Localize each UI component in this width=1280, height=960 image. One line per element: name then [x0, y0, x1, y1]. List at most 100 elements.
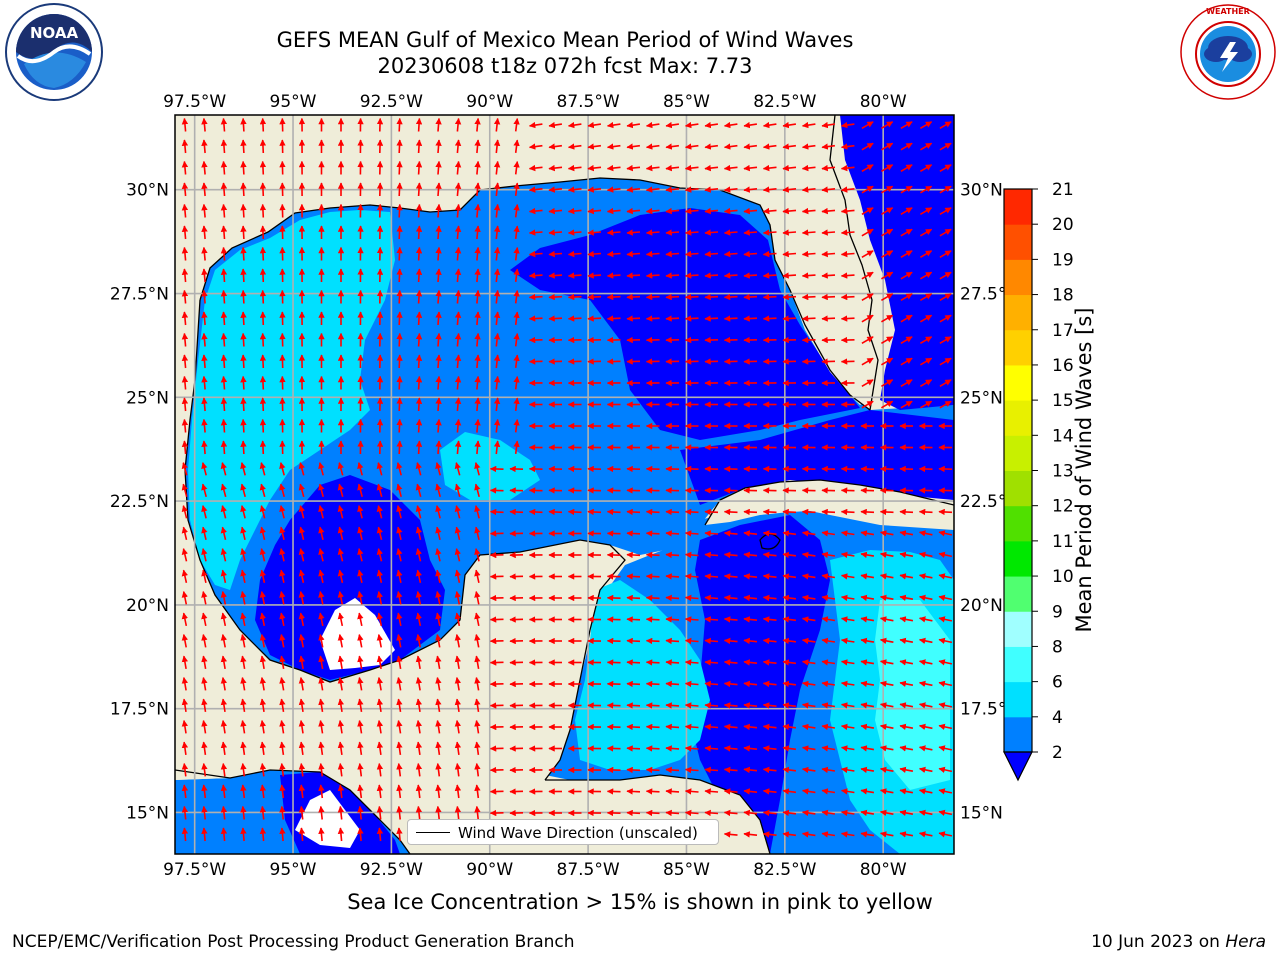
wind-arrow-531 [474, 569, 481, 583]
wind-arrow-500 [454, 633, 462, 648]
wind-arrow-1145 [821, 616, 836, 623]
lon-tick-top-2: 92.5°W [360, 92, 423, 112]
wind-arrow-1122 [821, 121, 836, 129]
wind-arrow-10 [181, 332, 189, 347]
wind-arrow-454 [435, 375, 442, 390]
wind-arrow-581 [513, 182, 520, 196]
wind-arrow-1358 [938, 809, 953, 816]
wind-arrow-58 [201, 633, 208, 648]
wind-arrow-142 [259, 246, 267, 261]
wind-arrow-409 [415, 139, 423, 154]
wind-arrow-1055 [782, 143, 796, 150]
wind-arrow-222 [298, 505, 305, 519]
wind-arrow-949 [704, 788, 719, 795]
high-period-region-caribbean-core [875, 600, 950, 790]
wind-arrow-22 [181, 590, 188, 605]
wind-arrow-1357 [938, 788, 953, 795]
wind-arrow-587 [513, 311, 520, 325]
wind-arrow-263 [318, 655, 325, 670]
wind-arrow-401 [396, 698, 403, 713]
wind-arrow-1305 [919, 400, 933, 409]
wind-arrow-460 [435, 505, 442, 519]
wind-arrow-1233 [880, 314, 894, 323]
wind-arrow-782 [626, 121, 641, 129]
wind-arrow-1165 [840, 315, 855, 322]
wind-arrow-123 [240, 569, 247, 583]
wind-arrow-1192 [861, 164, 874, 172]
wind-arrow-994 [743, 293, 758, 301]
wind-arrow-523 [474, 397, 481, 412]
wind-arrow-1323 [918, 788, 933, 795]
wind-arrow-1264 [900, 250, 913, 258]
wind-arrow-268 [318, 762, 325, 777]
wind-arrow-1316 [918, 637, 933, 644]
wind-arrow-95 [220, 698, 228, 713]
wind-arrow-986 [743, 121, 758, 129]
wind-arrow-136 [259, 117, 267, 132]
wind-arrow-425 [415, 483, 422, 498]
wind-arrow-373 [376, 827, 384, 842]
wind-arrow-880 [665, 766, 680, 774]
wind-arrow-1271 [900, 400, 913, 409]
wind-arrow-1333 [939, 271, 952, 280]
wind-arrow-1131 [821, 315, 836, 322]
colorbar-tick-label-0: 2 [1052, 743, 1063, 763]
wind-arrow-1339 [939, 400, 952, 409]
wind-arrow-1160 [840, 207, 855, 215]
colorbar-tick-label-11: 16 [1052, 356, 1074, 376]
wind-arrow-67 [201, 827, 208, 842]
wind-arrow-37 [201, 182, 208, 197]
wind-arrow-1125 [821, 186, 836, 193]
wind-arrow-920 [704, 164, 719, 172]
colorbar-tick-label-7: 12 [1052, 497, 1074, 517]
wind-arrow-149 [259, 397, 267, 412]
wind-arrow-1043 [762, 616, 777, 623]
wind-arrow-539 [474, 741, 481, 756]
wind-arrow-1074 [782, 551, 796, 559]
wind-arrow-370 [376, 762, 384, 777]
wind-arrow-556 [493, 375, 501, 390]
wind-arrow-32 [181, 805, 189, 820]
wind-arrow-1268 [900, 336, 913, 344]
wind-arrow-405 [396, 784, 403, 799]
wind-arrow-415 [415, 268, 423, 283]
wind-arrow-106 [240, 203, 247, 218]
wind-arrow-356 [376, 462, 383, 476]
wind-arrow-1112 [801, 637, 816, 645]
colorbar-tick-label-9: 14 [1052, 426, 1074, 446]
wind-arrow-121 [240, 526, 247, 540]
wind-arrow-1190 [861, 121, 874, 129]
wind-arrow-60 [201, 676, 208, 691]
wind-arrow-453 [435, 354, 442, 369]
wind-arrow-989 [743, 186, 758, 193]
wind-arrow-1161 [840, 229, 855, 236]
wind-arrow-1081 [782, 702, 796, 709]
wind-arrow-630 [528, 508, 543, 516]
colorbar: 2 4 6 8 9 10 11 12 13 14 15 16 17 18 19 20 21 [1003, 180, 1074, 782]
wind-arrow-1048 [762, 723, 777, 731]
wind-arrow-515 [474, 225, 481, 240]
wind-arrow-1297 [919, 228, 933, 237]
wind-arrow-1018 [743, 809, 758, 817]
wind-arrow-1328 [939, 164, 952, 172]
footer-date: 10 Jun 2023 on Hera [1091, 932, 1266, 952]
colorbar-segment-13 [1004, 259, 1032, 296]
wind-arrow-407 [396, 827, 403, 842]
wind-arrow-291 [337, 526, 344, 540]
wind-arrow-1088 [801, 121, 816, 129]
map-frame [174, 114, 955, 855]
wind-arrow-819 [645, 186, 660, 193]
wind-arrow-125 [240, 612, 247, 627]
wind-arrow-289 [337, 483, 344, 498]
wind-arrow-444 [435, 160, 442, 175]
wind-arrow-868 [665, 508, 680, 516]
lon-tick-bottom-1: 95°W [270, 860, 317, 880]
wind-arrow-187 [279, 483, 286, 498]
wind-arrow-1110 [801, 594, 816, 602]
wind-arrow-903 [684, 530, 699, 537]
wind-arrow-19 [181, 526, 188, 540]
wind-arrow-1042 [762, 594, 777, 602]
wind-arrow-1212 [860, 594, 875, 602]
wind-arrow-838 [645, 594, 660, 602]
